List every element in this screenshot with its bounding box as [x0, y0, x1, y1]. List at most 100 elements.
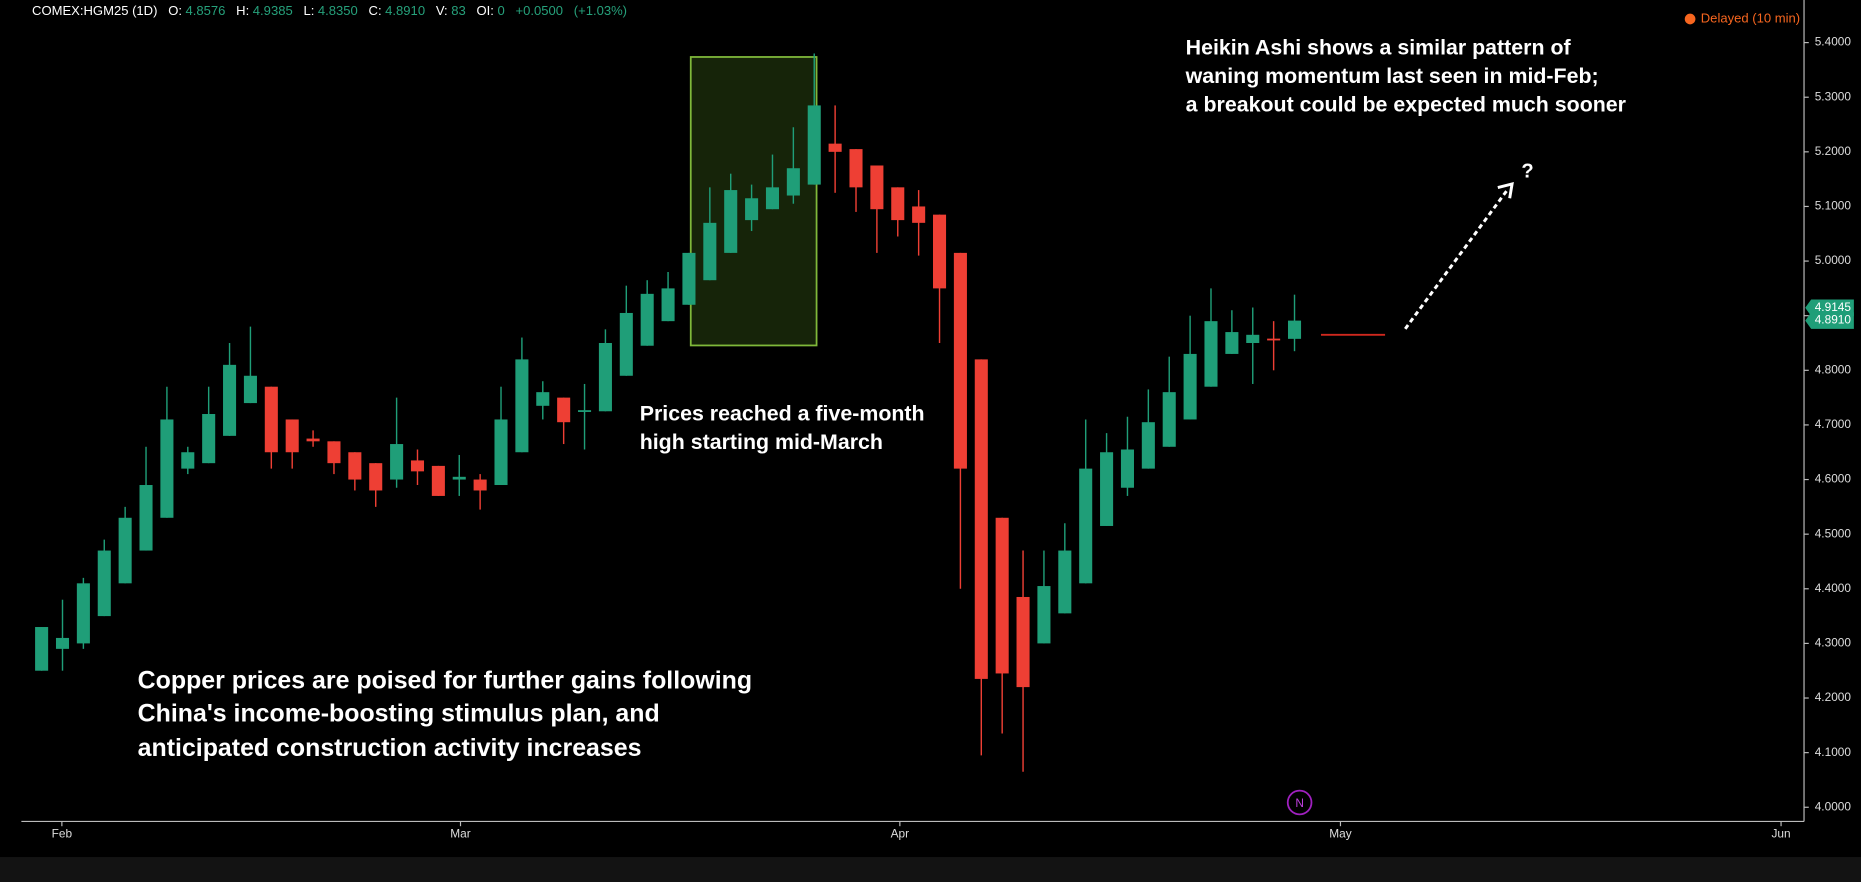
field-value: 4.8350 [318, 3, 358, 18]
candle-body [515, 359, 529, 453]
y-tick-label: 5.4000 [1815, 35, 1852, 49]
candle-body [285, 419, 299, 453]
candle-body [494, 419, 508, 486]
candle-body [1162, 392, 1176, 447]
change: +0.0500 [515, 3, 563, 18]
candle-body [578, 410, 592, 412]
candle-body [1079, 468, 1093, 584]
annotation-line: high starting mid-March [640, 429, 883, 453]
annotation-middle: Prices reached a five-month high startin… [640, 401, 931, 453]
candle-body [640, 293, 654, 346]
candle-body [223, 364, 237, 436]
annotation-bottom: Copper prices are poised for further gai… [138, 666, 759, 762]
candle-body [35, 627, 49, 671]
annotation-line: anticipated construction activity increa… [138, 734, 642, 762]
candle-body [390, 444, 404, 480]
news-badge-label[interactable]: N [1295, 796, 1304, 810]
candle-body [870, 165, 884, 210]
candle-body [139, 485, 153, 551]
candle-body [1225, 332, 1239, 354]
annotation-line: a breakout could be expected much sooner [1186, 92, 1626, 116]
field-label: H: [236, 3, 249, 18]
field-label: V: [436, 3, 448, 18]
status-dot [1684, 13, 1696, 25]
candle-body [933, 214, 947, 289]
y-tick-label: 4.6000 [1815, 472, 1852, 486]
annotation-line: Heikin Ashi shows a similar pattern of [1186, 35, 1572, 59]
candle-body [765, 187, 780, 210]
candle-body [118, 517, 132, 584]
y-tick-label: 5.3000 [1815, 89, 1852, 103]
candle-body [181, 452, 195, 469]
change-pct: (+1.03%) [574, 3, 627, 18]
field-value: 4.9385 [253, 3, 293, 18]
candle-body [369, 463, 383, 491]
candle-body [536, 392, 550, 406]
symbol: COMEX:HGM25 (1D) [32, 3, 157, 18]
header: COMEX:HGM25 (1D) O: 4.8576 H: 4.9385 L: 4.8… [32, 3, 627, 18]
candle-body [974, 359, 988, 679]
annotation-line: waning momentum last seen in mid-Feb; [1185, 64, 1599, 88]
candle-body [745, 198, 759, 221]
candle-body [55, 637, 70, 649]
candle-body [807, 105, 821, 185]
x-tick-label: May [1329, 827, 1351, 841]
annotation-line: Copper prices are poised for further gai… [138, 666, 752, 694]
arrow-head [1497, 182, 1514, 199]
candle-body [1100, 452, 1114, 526]
footer-strip [0, 857, 1861, 882]
y-tick-label: 4.0000 [1815, 799, 1852, 813]
price-tag-label: 4.8910 [1815, 313, 1852, 327]
candle-body [1141, 422, 1155, 469]
candle-body [431, 465, 445, 496]
y-tick-label: 4.3000 [1815, 636, 1852, 650]
candle-body [786, 168, 800, 196]
candle-body [1246, 334, 1260, 344]
y-tick-label: 5.0000 [1815, 253, 1852, 267]
status[interactable]: Delayed (10 min) [1701, 10, 1800, 25]
x-tick-label: Apr [891, 827, 910, 841]
candle-body [703, 222, 717, 281]
candle-body [410, 460, 425, 472]
candle-body [849, 149, 863, 188]
field-value: 83 [451, 3, 466, 18]
candle-body [912, 206, 926, 223]
candle-body [1267, 338, 1281, 341]
candle-body [995, 517, 1009, 674]
candle-body [1204, 321, 1218, 387]
y-tick-label: 4.5000 [1815, 526, 1852, 540]
candle-body [557, 397, 571, 423]
field-value: 4.8576 [186, 3, 226, 18]
candle-body [473, 479, 487, 491]
annotation-line: China's income-boosting stimulus plan, a… [138, 699, 660, 727]
candle-body [1016, 596, 1030, 688]
candle-body [661, 288, 675, 322]
y-tick-label: 5.2000 [1815, 144, 1852, 158]
candle-body [243, 375, 257, 404]
candle-body [264, 386, 278, 453]
y-tick-label: 4.4000 [1815, 581, 1852, 595]
annotation-top: Heikin Ashi shows a similar pattern of w… [1185, 35, 1626, 116]
y-tick-label: 4.1000 [1815, 745, 1852, 759]
candle-body [1037, 586, 1051, 644]
candle-body [1287, 320, 1302, 339]
candle-body [1120, 449, 1134, 488]
question-mark: ? [1521, 160, 1533, 182]
candle-body [327, 441, 341, 464]
candle-body [76, 583, 90, 644]
price-tag-label: 4.9145 [1815, 300, 1852, 314]
candle-body [1058, 550, 1072, 614]
projection-arrow [1404, 189, 1509, 330]
candle-body [1183, 353, 1197, 420]
field-label: O: [168, 3, 182, 18]
candle-body [306, 438, 320, 442]
candle-body [348, 452, 362, 480]
candle-body [724, 190, 738, 253]
candle-body [160, 419, 174, 518]
candle-body [452, 476, 466, 480]
field-value: 0 [497, 3, 504, 18]
candle-body [97, 550, 111, 617]
news-badge[interactable] [1286, 789, 1313, 816]
